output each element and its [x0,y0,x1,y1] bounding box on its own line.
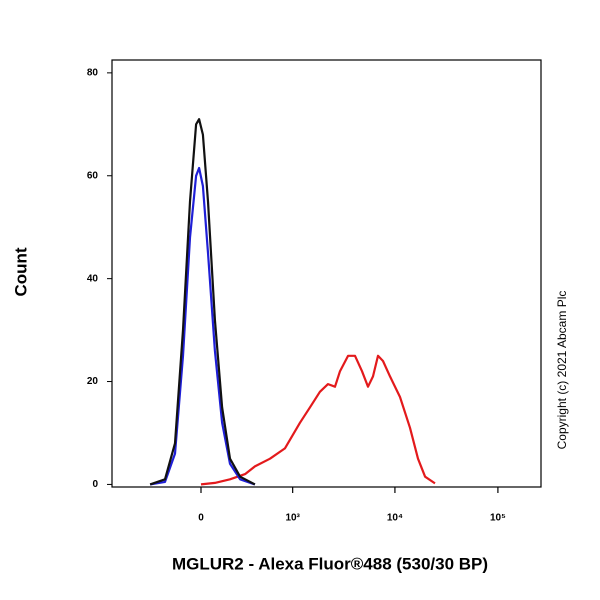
x-axis-title: MGLUR2 - Alexa Fluor®488 (530/30 BP) [172,554,488,573]
x-tick-label: 10⁴ [387,513,403,524]
y-tick-label: 80 [87,68,99,79]
copyright-note: Copyright (c) 2021 Abcam Plc [555,291,569,450]
y-tick-label: 60 [87,170,99,181]
y-tick-label: 0 [92,479,98,490]
x-tick-label: 10³ [285,513,300,524]
y-tick-label: 20 [87,376,99,387]
histogram-line [149,118,256,486]
x-tick-label: 10⁵ [490,513,506,524]
y-axis-title: Count [11,247,30,296]
histogram-line [149,166,256,486]
histogram-line [200,354,436,486]
y-tick-label: 40 [87,273,99,284]
plot-frame [111,59,542,488]
x-tick-label: 0 [198,513,204,524]
